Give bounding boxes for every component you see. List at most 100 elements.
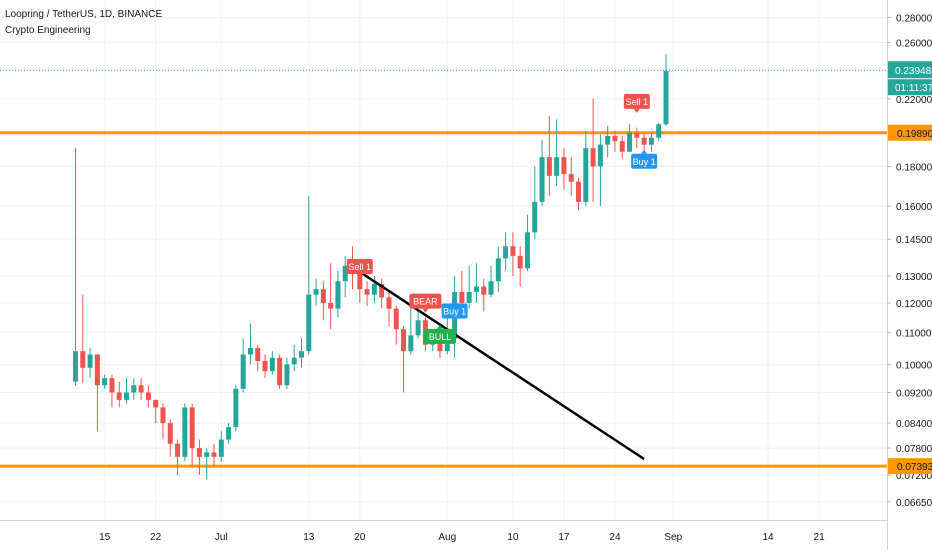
candle-body	[561, 157, 567, 174]
candle-body	[138, 385, 144, 393]
indicator-name[interactable]: Crypto Engineering	[5, 25, 91, 36]
candle-body	[393, 308, 399, 330]
signal-label-buy[interactable]	[441, 303, 468, 319]
candle-body	[371, 283, 377, 295]
signal-label-bull[interactable]	[424, 328, 456, 344]
signal-pointer	[422, 308, 429, 313]
candle-body	[189, 407, 195, 449]
time-tick-label: 15	[99, 532, 111, 543]
candle-body	[459, 291, 465, 303]
candle-body	[590, 148, 596, 167]
candle-body	[597, 144, 603, 167]
candle-body	[247, 347, 253, 355]
time-tick-label: 10	[507, 532, 519, 543]
candle-body	[226, 427, 232, 440]
candle-body	[298, 351, 304, 358]
candle-body	[503, 246, 509, 259]
countdown-tag	[888, 79, 932, 96]
candle-body	[131, 385, 137, 393]
chart-title: Loopring / TetherUS, 1D, BINANCE	[5, 9, 163, 20]
time-tick-label: 20	[354, 532, 366, 543]
price-tick-label: 0.18000	[896, 162, 932, 173]
trendline[interactable]	[351, 266, 645, 461]
price-tick-label: 0.26000	[896, 39, 932, 50]
candle-body	[320, 289, 326, 303]
candle-body	[262, 361, 268, 372]
price-tick-label: 0.09200	[896, 388, 932, 399]
candle-body	[291, 357, 297, 365]
signal-pointer	[437, 324, 443, 329]
candle-body	[277, 357, 283, 386]
candle-body	[167, 423, 173, 444]
candle-body	[576, 181, 582, 202]
candle-body	[269, 357, 275, 372]
signal-label-sell[interactable]	[623, 93, 650, 109]
signal-pointer	[641, 149, 648, 154]
candle-body	[473, 286, 479, 292]
candle-body	[444, 338, 450, 352]
candle-body	[481, 286, 487, 295]
price-tick-label: 0.12000	[896, 299, 932, 310]
candle-body	[386, 297, 392, 309]
signal-text: Buy 1	[633, 157, 656, 167]
candle-body	[379, 283, 385, 298]
candle-body	[510, 246, 516, 256]
horizontal-level-label: 0.19890	[897, 129, 932, 140]
horizontal-level-label: 0.07393	[897, 462, 932, 473]
candle-body	[641, 137, 647, 145]
signal-text: Sell 1	[626, 97, 649, 107]
price-tick-label: 0.11000	[896, 328, 932, 339]
candle-body	[648, 137, 654, 145]
candle-body	[153, 399, 159, 408]
current-price-tag	[888, 61, 932, 79]
candle-body	[401, 329, 407, 352]
candle-body	[634, 132, 640, 138]
time-tick-label: 14	[762, 532, 774, 543]
signal-label-sell[interactable]	[346, 259, 373, 275]
horizontal-level-tag	[888, 458, 932, 475]
signal-text: BEAR	[413, 297, 438, 307]
candle-body	[204, 452, 210, 457]
signal-pointer	[356, 274, 363, 279]
candle-body	[437, 338, 443, 352]
candle-body	[211, 452, 217, 457]
candle-body	[255, 347, 261, 362]
price-tick-label: 0.13000	[896, 272, 932, 283]
signal-label-buy[interactable]	[631, 153, 658, 169]
candle-body	[94, 354, 100, 386]
candle-body	[175, 443, 181, 457]
candle-body	[517, 255, 523, 269]
time-tick-label: 24	[609, 532, 621, 543]
current-price-label: 0.23948	[895, 66, 932, 77]
time-tick-label: Sep	[664, 532, 682, 543]
candle-body	[102, 378, 108, 386]
candle-body	[233, 388, 239, 428]
candle-body	[240, 354, 246, 389]
candle-body	[568, 173, 574, 182]
price-tick-label: 0.16000	[896, 202, 932, 213]
candle-body	[466, 291, 472, 303]
candle-body	[80, 351, 86, 368]
candle-body	[627, 132, 633, 152]
candle-body	[663, 70, 669, 125]
candle-body	[87, 354, 93, 368]
candle-body	[182, 407, 188, 457]
price-tick-label: 0.14500	[896, 235, 932, 246]
signal-text: BULL	[429, 332, 452, 342]
price-tick-label: 0.07800	[896, 444, 932, 455]
candle-body	[116, 392, 122, 400]
time-tick-label: 17	[558, 532, 570, 543]
time-tick-label: 13	[303, 532, 315, 543]
candle-body	[306, 294, 312, 352]
candle-body	[342, 265, 348, 282]
candle-body	[357, 273, 363, 290]
horizontal-level-tag	[888, 124, 932, 141]
price-tick-label: 0.06650	[896, 498, 932, 509]
time-tick-label: 21	[814, 532, 826, 543]
candle-body	[160, 407, 166, 424]
signal-label-bear[interactable]	[409, 293, 442, 309]
candle-body	[612, 135, 618, 142]
candle-body	[539, 157, 545, 202]
